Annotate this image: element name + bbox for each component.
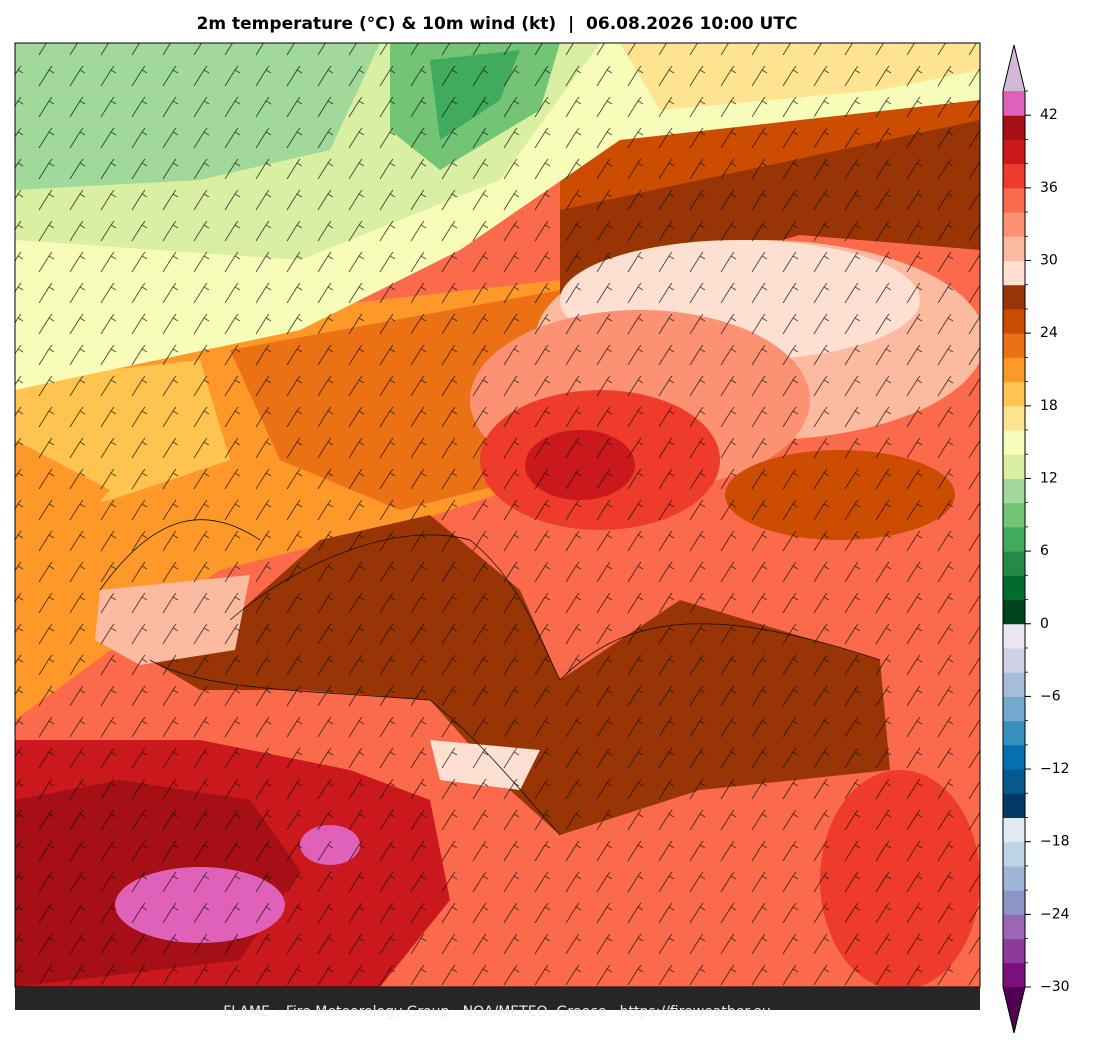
colorbar-tick-label: 12: [1040, 470, 1058, 486]
colorbar-extend-high: [1003, 45, 1025, 91]
colorbar-tick-label: 0: [1040, 616, 1049, 632]
colorbar-segment: [1003, 672, 1025, 697]
colorbar-tick-label: 36: [1040, 180, 1058, 196]
colorbar-tick-label: −30: [1040, 979, 1070, 995]
temperature-map: [15, 43, 980, 987]
colorbar-segment: [1003, 478, 1025, 504]
colorbar-segment: [1003, 817, 1025, 843]
coastline: [99, 519, 881, 836]
colorbar-segment: [1003, 91, 1025, 116]
colorbar-segment: [1003, 357, 1025, 383]
map-title: 2m temperature (°C) & 10m wind (kt) | 06…: [197, 14, 798, 34]
footer-text: FLAME – Fire Meteorology Group · NOA/MET…: [223, 1004, 771, 1020]
colorbar-segment: [1003, 333, 1025, 358]
colorbar-segment: [1003, 236, 1025, 262]
colorbar-segment: [1003, 163, 1025, 189]
colorbar-segment: [1003, 623, 1025, 649]
colorbar-segment: [1003, 430, 1025, 455]
colorbar-tick-label: −12: [1040, 761, 1070, 777]
colorbar-segment: [1003, 599, 1025, 625]
colorbar-segment: [1003, 454, 1025, 479]
colorbar-segment: [1003, 938, 1025, 964]
colorbar-segment: [1003, 212, 1025, 237]
colorbar-tick-label: −6: [1040, 688, 1061, 704]
colorbar-segment: [1003, 502, 1025, 528]
colorbar-segment: [1003, 914, 1025, 940]
colorbar-tick-label: −18: [1040, 834, 1070, 850]
colorbar-segment: [1003, 187, 1025, 213]
colorbar-segment: [1003, 744, 1025, 770]
colorbar-segment: [1003, 551, 1025, 576]
colorbar: −30 −24 −18 −12 −6 0 6 12 18 24 30 36 42: [1002, 44, 1070, 1034]
colorbar-segment: [1003, 841, 1025, 867]
colorbar-segment: [1003, 139, 1025, 165]
colorbar-segment: [1003, 381, 1025, 407]
colorbar-segment: [1003, 575, 1025, 601]
colorbar-segment: [1003, 962, 1025, 988]
colorbar-segment: [1003, 284, 1025, 310]
colorbar-segment: [1003, 405, 1025, 431]
colorbar-segment: [1003, 647, 1025, 673]
colorbar-tick-label: 24: [1040, 325, 1058, 341]
colorbar-segment: [1003, 720, 1025, 746]
colorbar-tick-label: 6: [1040, 543, 1049, 559]
colorbar-segment: [1003, 526, 1025, 552]
colorbar-segment: [1003, 865, 1025, 891]
colorbar-segment: [1003, 308, 1025, 334]
colorbar-segment: [1003, 115, 1025, 140]
colorbar-segment: [1003, 260, 1025, 286]
colorbar-tick-label: −24: [1040, 906, 1070, 922]
colorbar-segment: [1003, 793, 1025, 818]
colorbar-tick-label: 42: [1040, 107, 1058, 123]
colorbar-segment: [1003, 696, 1025, 722]
colorbar-tick-label: 30: [1040, 253, 1058, 269]
colorbar-tick-label: 18: [1040, 398, 1058, 414]
colorbar-extend-low: [1003, 987, 1025, 1033]
footer-bar: [15, 987, 980, 1010]
wind-barbs: [15, 43, 980, 987]
colorbar-segment: [1003, 890, 1025, 915]
colorbar-segment: [1003, 769, 1025, 794]
